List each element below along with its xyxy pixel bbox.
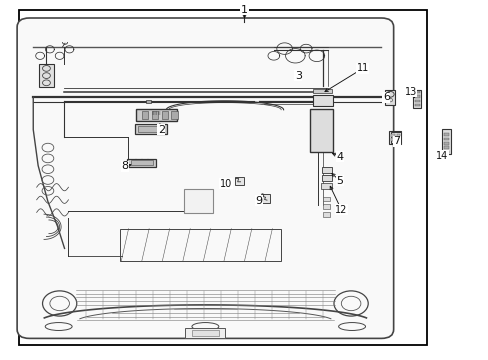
Bar xyxy=(39,64,54,87)
Text: 9: 9 xyxy=(255,196,262,206)
Text: IIIIII: IIIIII xyxy=(151,111,161,116)
Text: 12: 12 xyxy=(334,204,347,215)
Bar xyxy=(441,129,450,154)
Bar xyxy=(261,194,269,202)
Text: 5: 5 xyxy=(336,176,343,186)
Bar xyxy=(183,189,213,212)
Bar xyxy=(127,159,156,167)
Bar xyxy=(313,89,331,93)
Bar xyxy=(171,111,177,119)
Text: 8: 8 xyxy=(122,161,128,171)
Bar xyxy=(323,204,329,209)
Bar xyxy=(323,197,329,201)
Text: 11: 11 xyxy=(356,63,368,73)
Bar xyxy=(321,167,331,173)
Bar xyxy=(388,131,400,144)
Bar xyxy=(391,134,394,137)
Bar xyxy=(312,95,332,106)
Bar xyxy=(120,229,281,261)
FancyBboxPatch shape xyxy=(17,18,393,338)
Bar xyxy=(142,111,148,119)
Bar xyxy=(443,133,448,136)
Bar xyxy=(321,175,331,181)
Text: 13: 13 xyxy=(404,87,416,97)
Bar xyxy=(234,177,244,185)
Bar xyxy=(192,330,218,336)
Bar xyxy=(391,138,394,141)
Bar xyxy=(134,124,166,134)
Bar xyxy=(146,100,151,103)
Bar xyxy=(385,90,394,105)
Text: 3: 3 xyxy=(294,71,301,81)
Bar xyxy=(136,109,177,121)
Text: 10: 10 xyxy=(219,179,232,189)
Bar xyxy=(443,150,448,153)
Bar xyxy=(321,184,331,189)
Bar xyxy=(185,328,225,338)
Bar xyxy=(414,100,419,102)
Text: 2: 2 xyxy=(158,125,164,135)
Bar xyxy=(161,111,168,119)
Bar xyxy=(390,132,401,143)
Text: 1: 1 xyxy=(241,5,247,15)
Bar xyxy=(414,95,419,98)
Bar xyxy=(138,126,163,131)
Bar xyxy=(130,160,152,165)
Bar xyxy=(323,212,329,217)
Bar xyxy=(414,104,419,107)
Text: 7: 7 xyxy=(393,136,400,146)
Bar xyxy=(19,10,426,345)
Bar xyxy=(412,90,421,108)
Bar xyxy=(443,146,448,149)
Text: 6: 6 xyxy=(382,92,389,102)
Text: 4: 4 xyxy=(336,152,343,162)
Bar xyxy=(396,138,400,141)
Bar xyxy=(443,138,448,140)
Bar xyxy=(309,109,333,152)
Bar xyxy=(396,134,400,137)
Bar xyxy=(414,91,419,93)
Bar xyxy=(443,142,448,144)
Text: 14: 14 xyxy=(435,150,448,161)
Bar xyxy=(151,111,158,119)
